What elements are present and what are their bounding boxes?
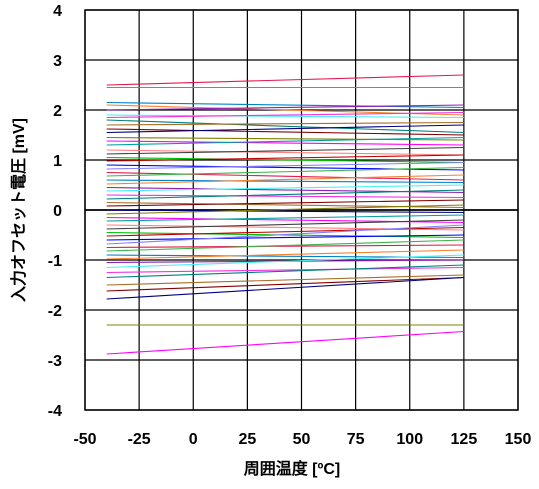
series-line <box>106 174 464 185</box>
x-tick-label: 75 <box>347 431 365 448</box>
series-line <box>106 74 464 86</box>
y-tick-label: 1 <box>53 153 62 170</box>
series-line <box>106 156 464 164</box>
plot-border <box>84 9 519 411</box>
series-line <box>106 194 464 199</box>
series-line <box>106 264 464 279</box>
series-line <box>106 276 464 292</box>
x-tick-label: -50 <box>73 431 96 448</box>
x-axis-label: 周囲温度 [ºC] <box>244 459 341 478</box>
series-line <box>106 224 464 245</box>
y-tick-label: -4 <box>48 403 62 420</box>
series-line <box>106 136 464 141</box>
y-tick-label: -3 <box>48 353 62 370</box>
x-tick-label: 150 <box>505 431 532 448</box>
y-tick-label: -1 <box>48 253 62 270</box>
series-line <box>106 214 464 222</box>
y-axis-label: 入力オフセット電圧 [mV] <box>9 118 28 302</box>
series-line <box>106 171 464 181</box>
series-line <box>106 136 464 146</box>
series-line <box>106 140 464 146</box>
series-line <box>106 254 464 269</box>
series-line <box>106 266 464 274</box>
y-tick-label: -2 <box>48 303 62 320</box>
series-line <box>106 124 464 134</box>
y-tick-label: 0 <box>53 203 62 220</box>
series-line <box>106 104 464 111</box>
series-line <box>106 234 464 241</box>
series-line <box>106 146 464 155</box>
x-tick-label: -25 <box>128 431 151 448</box>
series-line <box>106 114 464 119</box>
series-line <box>106 149 464 156</box>
series-line <box>106 128 464 136</box>
y-tick-labels: -4 -3 -2 -1 0 1 2 3 4 <box>48 3 62 420</box>
series-line <box>106 154 464 162</box>
y-tick-label: 2 <box>53 103 62 120</box>
series-line <box>106 121 464 126</box>
series-line <box>106 184 464 192</box>
series-line <box>106 204 464 215</box>
series-line <box>106 226 464 237</box>
series-line <box>106 101 464 109</box>
x-tick-label: 50 <box>293 431 311 448</box>
series-line <box>106 161 464 170</box>
x-tick-label: 25 <box>238 431 256 448</box>
series-line <box>106 219 464 230</box>
series-line <box>106 166 464 177</box>
series-line <box>106 119 464 134</box>
series-line <box>106 330 464 355</box>
series-line <box>106 111 464 119</box>
series-line <box>106 244 464 249</box>
series-line <box>106 209 464 214</box>
series-line <box>106 249 464 260</box>
series-line <box>106 179 464 184</box>
plot-frame <box>84 9 519 411</box>
x-tick-label: 100 <box>396 431 423 448</box>
series-line <box>106 274 464 286</box>
series-line <box>106 199 464 207</box>
x-tick-labels: -50 -25 0 25 50 75 100 125 150 <box>73 431 531 448</box>
series-line <box>106 189 464 200</box>
series-line <box>106 276 464 300</box>
x-tick-label: 0 <box>189 431 198 448</box>
series-lines <box>106 74 464 355</box>
x-tick-label: 125 <box>451 431 478 448</box>
y-tick-label: 3 <box>53 53 62 70</box>
series-line <box>106 239 464 252</box>
y-tick-label: 4 <box>53 3 62 20</box>
